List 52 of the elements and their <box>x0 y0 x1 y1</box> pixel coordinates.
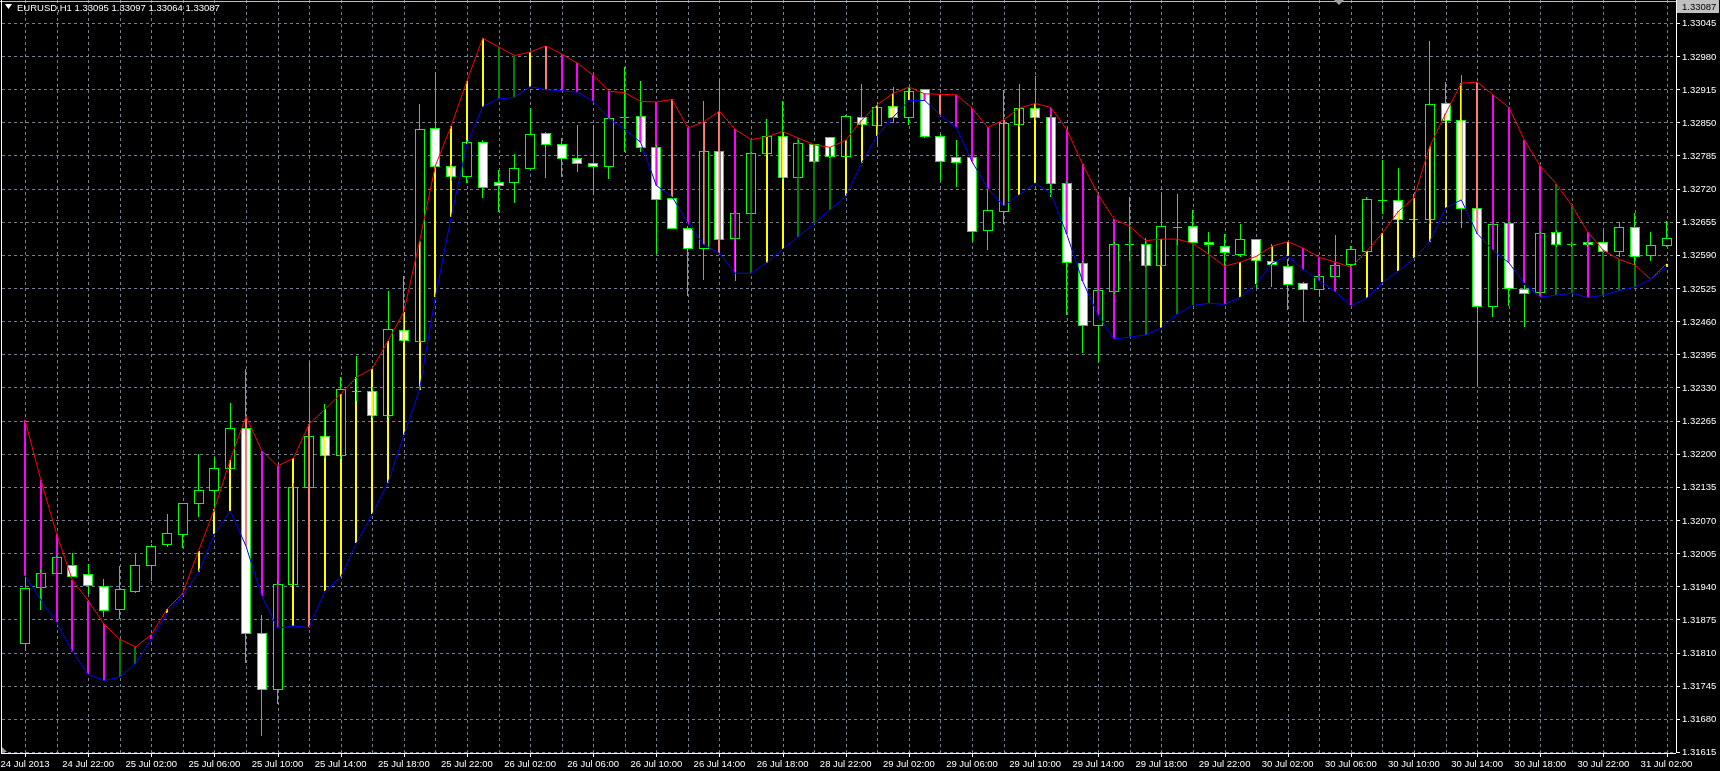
x-tick-label: 30 Jul 06:00 <box>1324 758 1377 769</box>
y-tick-label: 1.32915 <box>1682 83 1717 95</box>
y-tick-label: 1.33045 <box>1682 17 1717 29</box>
y-tick-label: 1.32330 <box>1682 381 1717 393</box>
x-tick-label: 29 Jul 06:00 <box>946 758 998 769</box>
x-tick-label: 24 Jul 2013 <box>0 758 50 769</box>
y-tick-label: 1.32005 <box>1682 547 1717 559</box>
y-tick-label: 1.31615 <box>1682 746 1717 758</box>
x-tick-label: 30 Jul 14:00 <box>1451 758 1503 769</box>
y-tick-label: 1.31680 <box>1682 713 1717 725</box>
x-tick-label: 29 Jul 10:00 <box>1009 758 1062 769</box>
x-tick-label: 28 Jul 22:00 <box>819 758 872 769</box>
x-tick-label: 29 Jul 22:00 <box>1198 758 1251 769</box>
y-tick-label: 1.32785 <box>1682 149 1717 161</box>
x-tick-label: 26 Jul 14:00 <box>693 758 746 769</box>
x-tick-label: 26 Jul 06:00 <box>567 758 620 769</box>
y-tick-label: 1.32200 <box>1682 448 1717 460</box>
ref-line-label: 1.33087 <box>1682 1 1717 12</box>
x-tick-label: 25 Jul 06:00 <box>188 758 241 769</box>
y-tick-label: 1.32655 <box>1682 216 1717 228</box>
y-tick-label: 1.31875 <box>1682 613 1717 625</box>
x-tick-label: 29 Jul 18:00 <box>1135 758 1188 769</box>
y-tick-label: 1.32590 <box>1682 249 1717 261</box>
y-tick-label: 1.32525 <box>1682 282 1717 294</box>
y-tick-label: 1.31940 <box>1682 580 1717 592</box>
y-tick-label: 1.32265 <box>1682 415 1717 427</box>
x-tick-label: 25 Jul 10:00 <box>251 758 304 769</box>
x-tick-label: 26 Jul 02:00 <box>504 758 556 769</box>
y-tick-label: 1.32720 <box>1682 183 1717 195</box>
x-tick-label: 30 Jul 22:00 <box>1577 758 1630 769</box>
y-tick-label: 1.32980 <box>1682 50 1717 62</box>
x-tick-label: 30 Jul 10:00 <box>1388 758 1440 769</box>
chart-title: EURUSD,H1 1.33095 1.33097 1.33064 1.33087 <box>17 1 220 13</box>
y-tick-label: 1.32850 <box>1682 116 1717 128</box>
x-tick-label: 24 Jul 22:00 <box>62 758 115 769</box>
x-tick-label: 26 Jul 18:00 <box>756 758 809 769</box>
y-tick-label: 1.32070 <box>1682 514 1717 526</box>
y-tick-label: 1.32395 <box>1682 348 1717 360</box>
x-tick-label: 25 Jul 18:00 <box>377 758 430 769</box>
x-tick-label: 30 Jul 18:00 <box>1514 758 1567 769</box>
x-tick-label: 25 Jul 02:00 <box>125 758 178 769</box>
x-tick-label: 30 Jul 02:00 <box>1261 758 1314 769</box>
y-tick-label: 1.32135 <box>1682 481 1717 493</box>
x-tick-label: 25 Jul 22:00 <box>441 758 493 769</box>
x-tick-label: 29 Jul 14:00 <box>1072 758 1125 769</box>
y-tick-label: 1.32460 <box>1682 315 1717 327</box>
x-tick-label: 26 Jul 10:00 <box>630 758 683 769</box>
x-tick-label: 29 Jul 02:00 <box>883 758 935 769</box>
y-tick-label: 1.31810 <box>1682 647 1717 659</box>
y-tick-label: 1.31745 <box>1682 680 1717 692</box>
x-tick-label: 25 Jul 14:00 <box>314 758 367 769</box>
x-tick-label: 31 Jul 02:00 <box>1640 758 1693 769</box>
